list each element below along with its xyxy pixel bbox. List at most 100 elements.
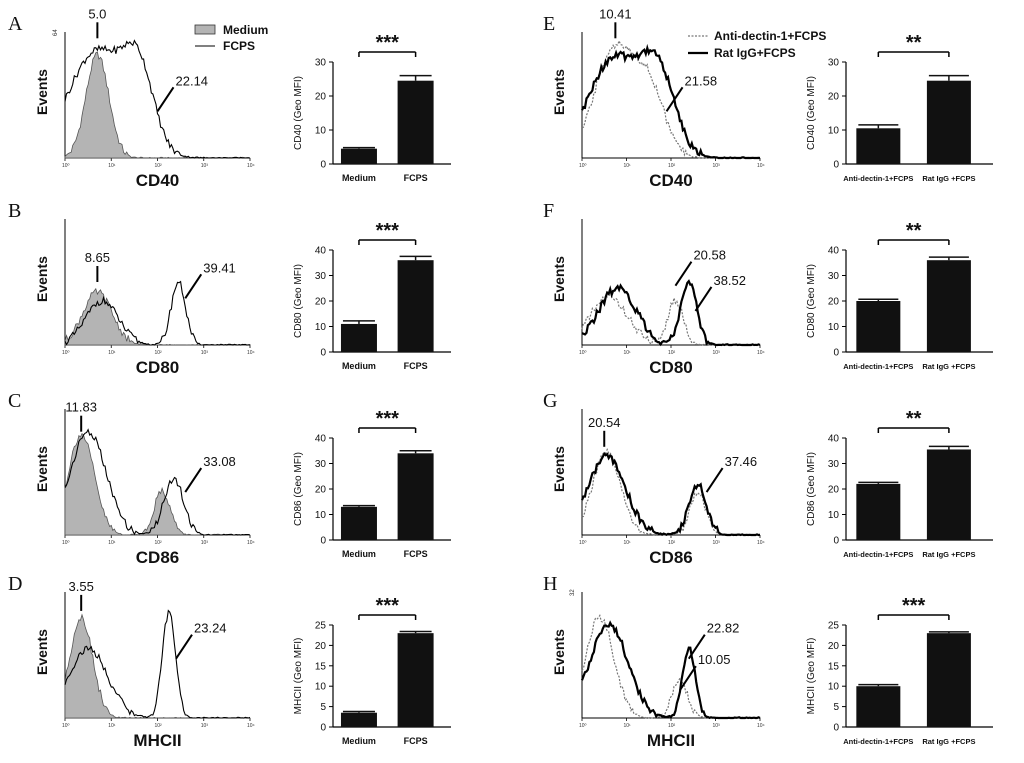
y-tick-label: 15	[828, 661, 840, 672]
bar-treatment	[397, 453, 434, 540]
series-medium-area	[64, 287, 251, 346]
x-tick-label: 10¹	[108, 163, 116, 169]
y-tick-label: 15	[315, 661, 327, 672]
annotation-value: 11.83	[65, 400, 97, 415]
y-axis-label: CD80 (Geo MFI)	[806, 264, 817, 338]
y-max-label: 64	[53, 29, 59, 36]
y-tick-label: 10	[315, 682, 327, 693]
annotation-pointer	[687, 634, 706, 660]
bar-chart-A: 0 10 20 30 CD40 (Geo MFI) Medium FCPS ***	[293, 32, 451, 183]
annotation-pointer	[674, 261, 693, 287]
category-label: Anti-dectin-1+FCPS	[843, 550, 913, 559]
y-axis-label: Events	[34, 446, 50, 492]
x-tick-label: 10⁴	[247, 163, 255, 169]
bar-treatment	[926, 80, 971, 164]
x-tick-label: 10³	[201, 540, 209, 546]
y-tick-label: 20	[315, 485, 327, 496]
panel-letter: F	[543, 200, 554, 222]
panel-letter: B	[8, 200, 21, 222]
annotation-pointer	[184, 467, 203, 493]
bar-control	[856, 686, 901, 727]
annotation-value: 5.0	[88, 6, 106, 21]
legend-medium-swatch	[194, 24, 216, 35]
annotation-pointer	[705, 467, 724, 493]
significance-stars: ***	[902, 595, 926, 617]
annotation-value: 22.14	[176, 73, 209, 88]
y-axis-label: Events	[551, 256, 567, 302]
y-tick-label: 40	[315, 434, 327, 445]
x-tick-label: 10⁰	[62, 350, 70, 356]
legend-rat-igg-label: Rat IgG+FCPS	[714, 46, 796, 60]
marker-label: CD86	[136, 548, 179, 567]
series-fcps-line	[64, 39, 250, 159]
bar-control	[340, 506, 377, 540]
annotation-value: 21.58	[685, 73, 718, 88]
x-tick-label: 10²	[668, 723, 676, 729]
y-axis-label: Events	[551, 629, 567, 675]
x-tick-label: 10¹	[624, 350, 632, 356]
x-tick-label: 10¹	[108, 540, 116, 546]
y-tick-label: 30	[828, 459, 840, 470]
x-tick-label: 10³	[201, 163, 209, 169]
marker-label: MHCII	[133, 731, 181, 750]
panel-letter: E	[543, 13, 555, 35]
x-tick-label: 10²	[155, 723, 163, 729]
y-tick-label: 0	[320, 536, 326, 547]
bar-chart-D: 0 5 10 15 20 25 MHCII (Geo MFI) Medium FCPS ***	[293, 595, 451, 746]
y-tick-label: 40	[315, 246, 327, 257]
marker-label: CD86	[649, 548, 692, 567]
bar-control	[856, 483, 901, 540]
y-axis-label: CD86 (Geo MFI)	[293, 452, 304, 526]
x-tick-label: 10⁰	[579, 350, 587, 356]
category-label: Rat IgG +FCPS	[922, 174, 975, 183]
significance-stars: **	[906, 220, 922, 242]
y-axis-label: MHCII (Geo MFI)	[293, 638, 304, 715]
annotation-value: 39.41	[203, 260, 236, 275]
annotation-value: 23.24	[194, 621, 227, 636]
x-tick-label: 10³	[201, 723, 209, 729]
y-tick-label: 20	[828, 92, 840, 103]
category-label: Medium	[342, 173, 376, 183]
y-tick-label: 10	[315, 322, 327, 333]
bar-treatment	[397, 260, 434, 352]
y-tick-label: 20	[315, 92, 327, 103]
bar-treatment	[926, 633, 971, 727]
annotation-pointer	[665, 86, 684, 112]
significance-stars: ***	[376, 220, 400, 242]
bar-chart-B: 0 10 20 30 40 CD80 (Geo MFI) Medium FCPS ***	[293, 220, 451, 371]
annotation-value: 37.46	[725, 454, 758, 469]
panel-letter: C	[8, 390, 21, 412]
y-tick-label: 10	[828, 510, 840, 521]
legend-medium-label: Medium	[223, 23, 268, 37]
x-tick-label: 10²	[155, 540, 163, 546]
bar-control	[340, 712, 377, 727]
panel-letter: H	[543, 573, 557, 595]
marker-label: CD80	[649, 358, 692, 377]
series-medium-area	[64, 51, 251, 159]
category-label: Medium	[342, 549, 376, 559]
y-axis-label: CD80 (Geo MFI)	[293, 264, 304, 338]
series-fcps-line	[64, 609, 251, 719]
y-axis-label: Events	[34, 256, 50, 302]
y-tick-label: 40	[828, 434, 840, 445]
y-tick-label: 40	[828, 246, 840, 257]
series-rat-igg-line	[580, 451, 761, 537]
series-fcps-line	[64, 428, 251, 536]
panel-letter: G	[543, 390, 557, 412]
x-tick-label: 10⁰	[579, 723, 587, 729]
annotation-pointer	[175, 634, 193, 660]
category-label: Rat IgG +FCPS	[922, 362, 975, 371]
annotation-value: 20.58	[693, 248, 726, 263]
panel-letter: D	[8, 573, 22, 595]
annotation-value: 33.08	[203, 454, 236, 469]
y-max-label: 32	[570, 589, 576, 596]
histogram-E: E Events 10⁰ 10¹ 10² 10³ 10⁴ CD40 10.41 21.58 Anti…	[543, 6, 826, 190]
y-tick-label: 25	[315, 621, 327, 632]
x-tick-label: 10⁴	[757, 540, 765, 546]
histogram-H: H 32 Events 10⁰ 10¹ 10² 10³ 10⁴ MHCII 22.82 10.05	[543, 573, 765, 750]
x-tick-label: 10³	[713, 350, 721, 356]
category-label: FCPS	[404, 173, 428, 183]
y-tick-label: 5	[833, 702, 839, 713]
x-tick-label: 10⁴	[757, 723, 765, 729]
